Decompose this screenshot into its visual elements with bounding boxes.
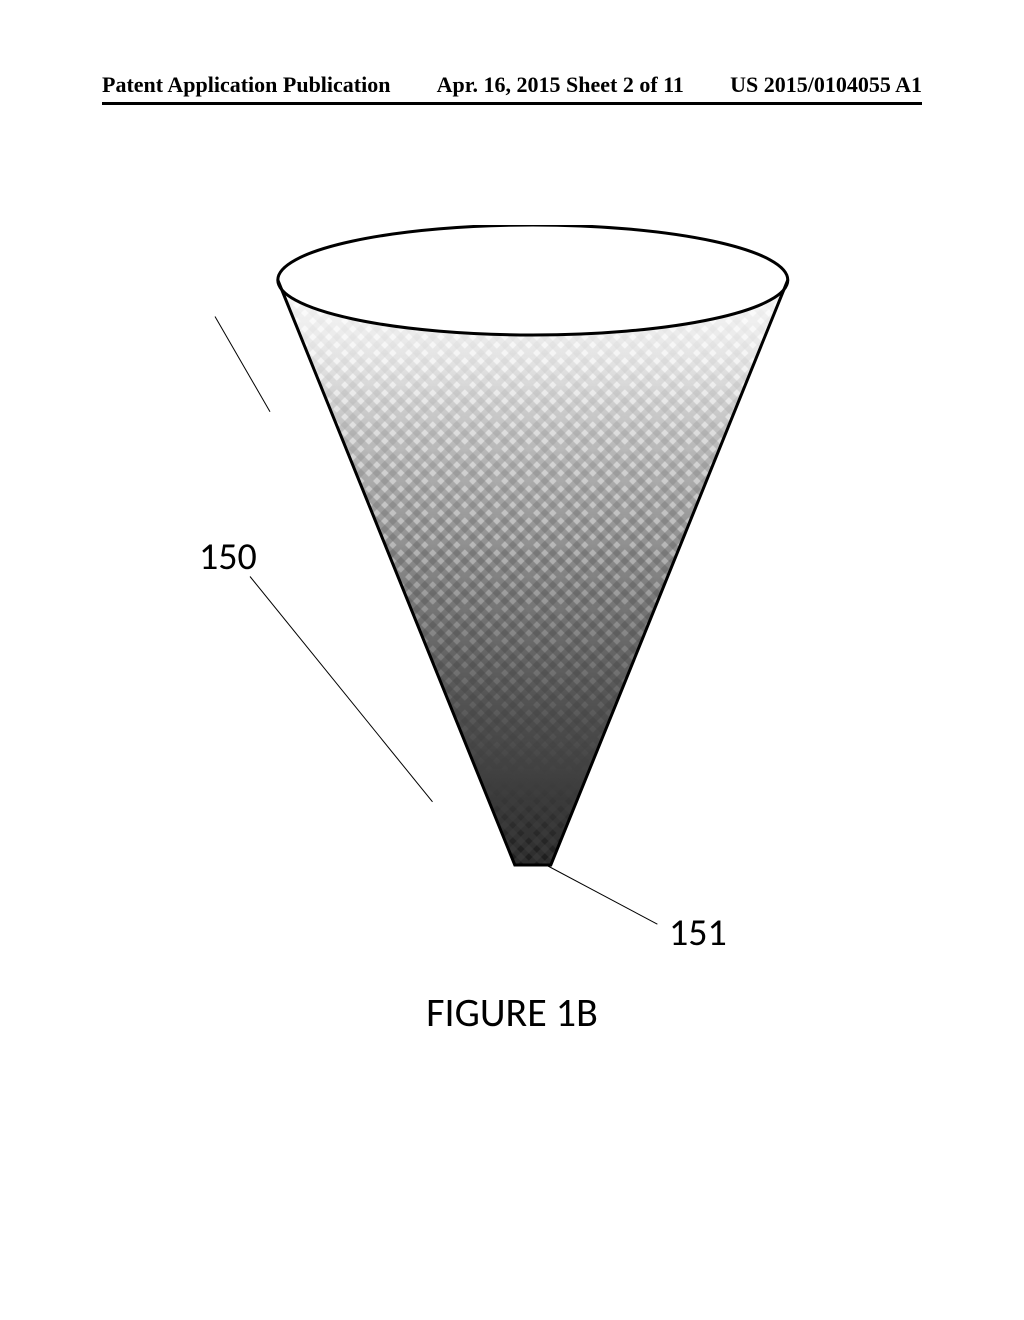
header-mid: Apr. 16, 2015 Sheet 2 of 11 — [437, 72, 684, 98]
callout-150-leader-top — [215, 316, 271, 412]
page-header: Patent Application Publication Apr. 16, … — [0, 72, 1024, 98]
callout-150-label: 150 — [199, 534, 257, 580]
figure-cone — [273, 225, 793, 875]
page-header-inner: Patent Application Publication Apr. 16, … — [102, 72, 922, 98]
header-left: Patent Application Publication — [102, 72, 390, 98]
header-rule — [102, 102, 922, 105]
figure-caption: FIGURE 1B — [0, 988, 1024, 1037]
patent-page: Patent Application Publication Apr. 16, … — [0, 0, 1024, 1320]
callout-151-label: 151 — [669, 910, 727, 956]
header-right: US 2015/0104055 A1 — [730, 72, 922, 98]
